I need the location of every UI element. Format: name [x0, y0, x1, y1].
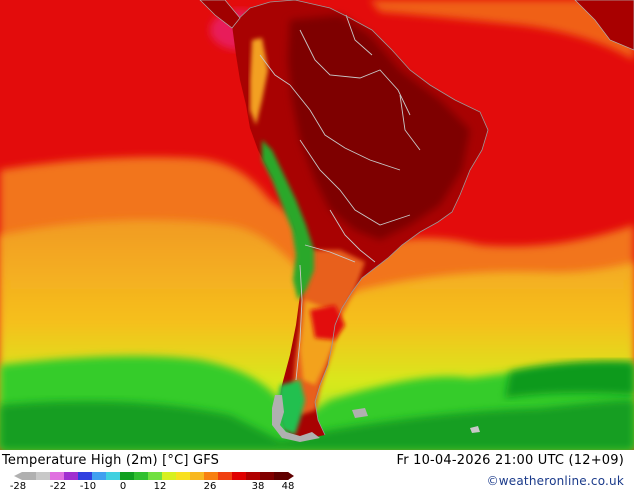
valid-time: Fr 10-04-2026 21:00 UTC (12+09)	[396, 453, 624, 468]
footer-bar: Temperature High (2m) [°C] GFS Fr 10-04-…	[0, 450, 634, 490]
coastline	[231, 0, 489, 436]
legend-swatch	[218, 472, 233, 480]
legend-swatch	[176, 472, 191, 480]
south-georgia	[470, 426, 480, 433]
legend-arrow-right	[288, 472, 294, 480]
legend-tick-label: 12	[154, 481, 167, 490]
legend-swatch	[134, 472, 149, 480]
legend-swatch	[36, 472, 51, 480]
credit-link[interactable]: ©weatheronline.co.uk	[486, 474, 624, 488]
legend-swatch	[190, 472, 205, 480]
legend-tick-label: 48	[282, 481, 295, 490]
legend-swatch	[274, 472, 289, 480]
top-right-land	[574, 0, 634, 51]
legend-tick-label: 26	[204, 481, 217, 490]
legend-swatch	[92, 472, 107, 480]
legend-swatch	[260, 472, 275, 480]
color-legend: -28 -22 -10 0 12 26 38 48	[0, 470, 300, 492]
falklands	[352, 408, 368, 418]
legend-tick-label: -10	[80, 481, 96, 490]
legend-tick-label: -22	[50, 481, 66, 490]
legend-swatch	[22, 472, 37, 480]
northeast-orange	[370, 0, 634, 60]
red-patch-argentina	[310, 305, 345, 340]
south-tip-grey	[272, 395, 320, 442]
map-title: Temperature High (2m) [°C] GFS	[2, 453, 220, 468]
legend-swatch	[162, 472, 177, 480]
legend-swatch	[246, 472, 261, 480]
legend-swatch	[232, 472, 247, 480]
tierra-del-fuego	[276, 380, 305, 435]
central-america	[199, 0, 241, 29]
legend-tick-label: 0	[120, 481, 126, 490]
temperature-map	[0, 0, 634, 450]
legend-swatch	[204, 472, 219, 480]
legend-svg: -28 -22 -10 0 12 26 38 48	[10, 472, 295, 492]
legend-swatch	[106, 472, 121, 480]
dark-green-band	[0, 400, 634, 450]
country-borders	[259, 14, 421, 381]
legend-swatch	[148, 472, 163, 480]
south-atlantic-green	[505, 361, 634, 398]
legend-tick-label: -28	[10, 481, 26, 490]
map-svg	[0, 0, 634, 450]
legend-swatch	[78, 472, 93, 480]
legend-tick-label: 38	[252, 481, 265, 490]
legend-arrow-left	[14, 472, 22, 480]
legend-swatch	[50, 472, 65, 480]
legend-swatch	[120, 472, 135, 480]
andes-strip	[262, 140, 314, 300]
legend-swatch	[64, 472, 79, 480]
